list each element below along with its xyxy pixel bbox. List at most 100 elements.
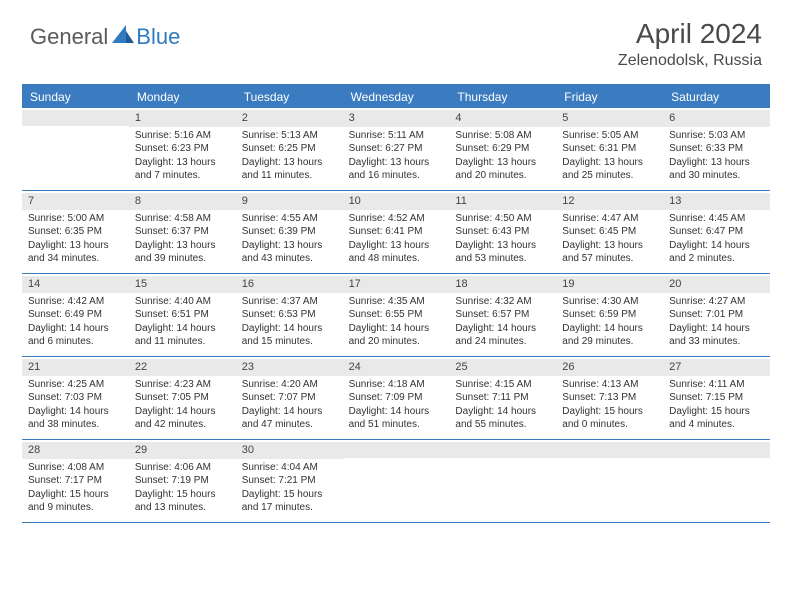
daylight-text: Daylight: 14 hours and 29 minutes. xyxy=(562,322,657,349)
daylight-text: Daylight: 14 hours and 15 minutes. xyxy=(242,322,337,349)
daylight-text: Daylight: 14 hours and 2 minutes. xyxy=(669,239,764,266)
sunrise-text: Sunrise: 4:37 AM xyxy=(242,295,337,309)
daylight-text: Daylight: 13 hours and 53 minutes. xyxy=(455,239,550,266)
sunrise-text: Sunrise: 4:25 AM xyxy=(28,378,123,392)
day-number: 27 xyxy=(663,359,770,376)
sunset-text: Sunset: 7:11 PM xyxy=(455,391,550,405)
week-row: 1Sunrise: 5:16 AMSunset: 6:23 PMDaylight… xyxy=(22,108,770,191)
daylight-text: Daylight: 14 hours and 6 minutes. xyxy=(28,322,123,349)
day-cell: 19Sunrise: 4:30 AMSunset: 6:59 PMDayligh… xyxy=(556,274,663,356)
day-number: 24 xyxy=(343,359,450,376)
day-cell: 2Sunrise: 5:13 AMSunset: 6:25 PMDaylight… xyxy=(236,108,343,190)
day-number: 25 xyxy=(449,359,556,376)
sunrise-text: Sunrise: 4:13 AM xyxy=(562,378,657,392)
sunset-text: Sunset: 7:09 PM xyxy=(349,391,444,405)
day-header: Monday xyxy=(129,86,236,108)
day-header: Sunday xyxy=(22,86,129,108)
daylight-text: Daylight: 14 hours and 55 minutes. xyxy=(455,405,550,432)
sunset-text: Sunset: 6:39 PM xyxy=(242,225,337,239)
day-number: 1 xyxy=(129,110,236,127)
daylight-text: Daylight: 13 hours and 25 minutes. xyxy=(562,156,657,183)
daylight-text: Daylight: 15 hours and 4 minutes. xyxy=(669,405,764,432)
day-header: Tuesday xyxy=(236,86,343,108)
day-cell: 16Sunrise: 4:37 AMSunset: 6:53 PMDayligh… xyxy=(236,274,343,356)
sunrise-text: Sunrise: 4:42 AM xyxy=(28,295,123,309)
sunset-text: Sunset: 7:07 PM xyxy=(242,391,337,405)
day-cell: 17 Sunrise: 4:35 AMSunset: 6:55 PMDayligh… xyxy=(343,274,450,356)
daylight-text: Daylight: 14 hours and 11 minutes. xyxy=(135,322,230,349)
day-cell: 5Sunrise: 5:05 AMSunset: 6:31 PMDaylight… xyxy=(556,108,663,190)
sunrise-text: Sunrise: 4:45 AM xyxy=(669,212,764,226)
week-row: 7Sunrise: 5:00 AMSunset: 6:35 PMDaylight… xyxy=(22,191,770,274)
day-header: Friday xyxy=(556,86,663,108)
day-cell: 14Sunrise: 4:42 AMSunset: 6:49 PMDayligh… xyxy=(22,274,129,356)
daylight-text: Daylight: 14 hours and 42 minutes. xyxy=(135,405,230,432)
day-cell xyxy=(449,440,556,522)
daylight-text: Daylight: 15 hours and 17 minutes. xyxy=(242,488,337,515)
day-number: 26 xyxy=(556,359,663,376)
daylight-text: Daylight: 15 hours and 13 minutes. xyxy=(135,488,230,515)
day-cell xyxy=(22,108,129,190)
day-number: 22 xyxy=(129,359,236,376)
day-cell: 12Sunrise: 4:47 AMSunset: 6:45 PMDayligh… xyxy=(556,191,663,273)
sunset-text: Sunset: 6:25 PM xyxy=(242,142,337,156)
brand-text-1: General xyxy=(30,24,108,50)
sunrise-text: Sunrise: 4:35 AM xyxy=(349,295,444,309)
sunset-text: Sunset: 6:41 PM xyxy=(349,225,444,239)
month-title: April 2024 xyxy=(618,18,762,50)
daylight-text: Daylight: 14 hours and 33 minutes. xyxy=(669,322,764,349)
sunset-text: Sunset: 6:57 PM xyxy=(455,308,550,322)
sunrise-text: Sunrise: 5:13 AM xyxy=(242,129,337,143)
sunset-text: Sunset: 6:43 PM xyxy=(455,225,550,239)
day-header-row: SundayMondayTuesdayWednesdayThursdayFrid… xyxy=(22,86,770,108)
sunset-text: Sunset: 7:03 PM xyxy=(28,391,123,405)
day-number: 11 xyxy=(449,193,556,210)
day-cell: 4Sunrise: 5:08 AMSunset: 6:29 PMDaylight… xyxy=(449,108,556,190)
daylight-text: Daylight: 14 hours and 20 minutes. xyxy=(349,322,444,349)
sunset-text: Sunset: 6:35 PM xyxy=(28,225,123,239)
day-cell: 27Sunrise: 4:11 AMSunset: 7:15 PMDayligh… xyxy=(663,357,770,439)
day-cell: 28Sunrise: 4:08 AMSunset: 7:17 PMDayligh… xyxy=(22,440,129,522)
day-header: Saturday xyxy=(663,86,770,108)
daylight-text: Daylight: 13 hours and 57 minutes. xyxy=(562,239,657,266)
day-cell: 6Sunrise: 5:03 AMSunset: 6:33 PMDaylight… xyxy=(663,108,770,190)
sunset-text: Sunset: 7:01 PM xyxy=(669,308,764,322)
brand-text-2: Blue xyxy=(136,24,180,50)
day-number: 16 xyxy=(236,276,343,293)
sunrise-text: Sunrise: 5:08 AM xyxy=(455,129,550,143)
week-row: 28Sunrise: 4:08 AMSunset: 7:17 PMDayligh… xyxy=(22,440,770,523)
daylight-text: Daylight: 15 hours and 9 minutes. xyxy=(28,488,123,515)
day-number: 4 xyxy=(449,110,556,127)
sunset-text: Sunset: 6:37 PM xyxy=(135,225,230,239)
day-number: 14 xyxy=(22,276,129,293)
sunrise-text: Sunrise: 4:40 AM xyxy=(135,295,230,309)
sunrise-text: Sunrise: 4:08 AM xyxy=(28,461,123,475)
day-cell: 11Sunrise: 4:50 AMSunset: 6:43 PMDayligh… xyxy=(449,191,556,273)
calendar: SundayMondayTuesdayWednesdayThursdayFrid… xyxy=(22,84,770,523)
empty-day-numrow xyxy=(22,110,129,126)
sunrise-text: Sunrise: 5:03 AM xyxy=(669,129,764,143)
sunset-text: Sunset: 7:19 PM xyxy=(135,474,230,488)
day-cell: 26Sunrise: 4:13 AMSunset: 7:13 PMDayligh… xyxy=(556,357,663,439)
day-number: 18 xyxy=(449,276,556,293)
daylight-text: Daylight: 13 hours and 34 minutes. xyxy=(28,239,123,266)
day-number: 28 xyxy=(22,442,129,459)
day-number: 13 xyxy=(663,193,770,210)
day-header: Thursday xyxy=(449,86,556,108)
day-number: 29 xyxy=(129,442,236,459)
sunset-text: Sunset: 6:55 PM xyxy=(349,308,444,322)
sunrise-text: Sunrise: 4:58 AM xyxy=(135,212,230,226)
sunrise-text: Sunrise: 5:05 AM xyxy=(562,129,657,143)
sunset-text: Sunset: 7:05 PM xyxy=(135,391,230,405)
day-number: 20 xyxy=(663,276,770,293)
sunset-text: Sunset: 6:51 PM xyxy=(135,308,230,322)
sunset-text: Sunset: 6:45 PM xyxy=(562,225,657,239)
day-number: 23 xyxy=(236,359,343,376)
day-number: 17 xyxy=(343,276,450,293)
daylight-text: Daylight: 14 hours and 51 minutes. xyxy=(349,405,444,432)
day-cell xyxy=(556,440,663,522)
empty-day-numrow xyxy=(343,442,450,458)
sunrise-text: Sunrise: 4:30 AM xyxy=(562,295,657,309)
daylight-text: Daylight: 13 hours and 30 minutes. xyxy=(669,156,764,183)
day-cell: 1Sunrise: 5:16 AMSunset: 6:23 PMDaylight… xyxy=(129,108,236,190)
